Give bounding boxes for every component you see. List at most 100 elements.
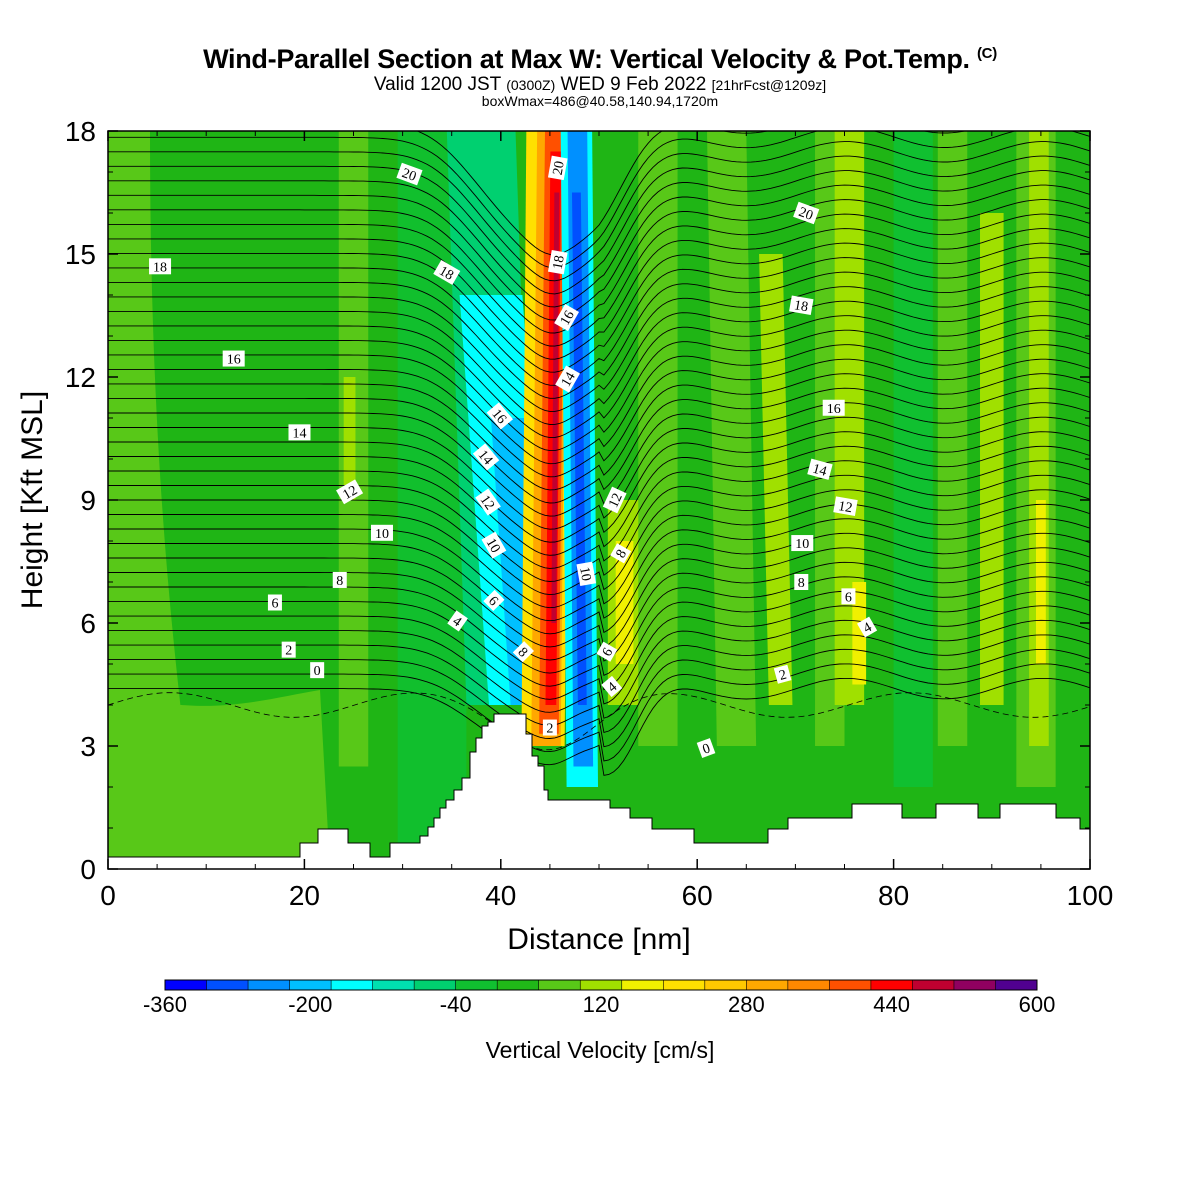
- colorbar-tick-label: 440: [873, 992, 910, 1017]
- colorbar-tick-label: -360: [143, 992, 187, 1017]
- isentrope: [108, 199, 1090, 334]
- isentrope: [108, 329, 1090, 452]
- isentrope: [108, 300, 1090, 425]
- contour-label-box: [601, 675, 623, 698]
- contour-label-box: [222, 350, 245, 367]
- isentrope: [108, 547, 1090, 648]
- contour-label: 2: [281, 641, 296, 659]
- contour-label: 4: [447, 610, 468, 632]
- velocity-band: [397, 131, 467, 869]
- x-tick-label: 60: [682, 880, 713, 911]
- isentrope: [108, 605, 1090, 705]
- x-axis: 0 20 40 60 80 100: [100, 131, 1113, 911]
- colorbar-frame: [164, 979, 1038, 991]
- contour-label-text: 14: [292, 426, 306, 441]
- isentrope: [108, 474, 1090, 582]
- x-tick-label: 80: [878, 880, 909, 911]
- colorbar-swatch: [704, 980, 747, 990]
- contour-label-box: [475, 488, 501, 516]
- contour-label: 8: [794, 574, 809, 591]
- isentrope: [108, 460, 1090, 569]
- terrain: [108, 713, 1090, 869]
- contour-label-text: 18: [153, 260, 167, 275]
- contour-label: 18: [789, 295, 814, 315]
- contour-label-text: 12: [837, 499, 853, 516]
- contour-label: 16: [822, 399, 845, 417]
- y-tick-label: 3: [80, 731, 96, 762]
- isentrope: [108, 131, 1090, 269]
- contour-label-text: 12: [341, 483, 361, 503]
- contour-label: 8: [512, 641, 534, 663]
- valid-time: Valid 1200 JST: [373, 74, 501, 95]
- colorbar: -360 -200 -40 120 280 440 600: [143, 979, 1055, 1017]
- contour-label: 12: [475, 488, 501, 516]
- colorbar-swatch: [787, 980, 830, 990]
- isentrope: [108, 648, 1090, 748]
- contour-label-box: [481, 531, 507, 559]
- contour-label: 14: [288, 424, 311, 441]
- contour-label-text: 16: [827, 402, 841, 417]
- contour-label-box: [370, 524, 393, 541]
- isentrope: [108, 358, 1090, 478]
- contour-label-text: 12: [606, 491, 626, 510]
- isentrope: [108, 416, 1090, 530]
- y-tick-label: 12: [65, 362, 96, 393]
- contour-label-box: [773, 664, 792, 684]
- contour-label: 6: [596, 641, 618, 662]
- contour-label-box: [841, 588, 856, 605]
- contour-label-box: [542, 719, 557, 736]
- contour-label-text: 20: [797, 205, 815, 224]
- velocity-band: [893, 131, 933, 787]
- contour-label-box: [433, 260, 461, 285]
- colorbar-tick-label: -40: [440, 992, 472, 1017]
- contour-label: 12: [602, 486, 627, 514]
- contour-label-box: [833, 496, 858, 516]
- contour-labels: 1816141210862020181614121064822018161412…: [149, 155, 878, 758]
- isentrope: [108, 431, 1090, 543]
- contour-label: 2: [542, 719, 557, 737]
- contour-label: 0: [310, 662, 325, 679]
- contour-label-box: [555, 365, 581, 393]
- contour-label-box: [791, 535, 814, 552]
- contour-label-text: 20: [400, 166, 418, 185]
- contour-label-box: [610, 543, 632, 564]
- isentrope: [108, 503, 1090, 609]
- contour-label-text: 10: [795, 537, 809, 552]
- contour-label-box: [547, 155, 568, 181]
- contour-label: 20: [793, 201, 820, 225]
- contour-label-box: [486, 402, 514, 430]
- valid-utc: (0300Z): [506, 77, 556, 93]
- isentrope: [108, 387, 1090, 504]
- x-axis-label: Distance [nm]: [507, 923, 690, 956]
- colorbar-swatch: [663, 980, 706, 990]
- colorbar-swatch: [497, 980, 540, 990]
- y-axis: 0 3 6 9 12 15 18: [65, 116, 1090, 885]
- colorbar-tick-label: 280: [728, 992, 765, 1017]
- contour-label-text: 6: [271, 597, 278, 612]
- isentrope: [108, 213, 1090, 347]
- contour-label-text: 8: [798, 576, 805, 591]
- isentrope: [108, 242, 1090, 373]
- velocity-band: [707, 131, 757, 746]
- contour-label-box: [447, 610, 468, 632]
- contour-label-text: 2: [546, 722, 553, 737]
- contour-label-box: [602, 486, 627, 514]
- isentrope: [108, 561, 1090, 662]
- isentrope: [108, 518, 1090, 622]
- contour-label-box: [336, 479, 364, 505]
- contour-label: 14: [472, 443, 500, 471]
- colorbar-label: Vertical Velocity [cm/s]: [486, 1037, 715, 1063]
- velocity-band: [1035, 500, 1046, 664]
- colorbar-swatch: [414, 980, 456, 990]
- contour-label: 2: [773, 664, 792, 684]
- colorbar-swatch: [746, 980, 789, 990]
- contour-label-box: [332, 571, 347, 588]
- colorbar-swatch: [372, 980, 415, 990]
- colorbar-swatch: [455, 980, 498, 990]
- contour-label-text: 2: [285, 644, 292, 659]
- velocity-band: [343, 377, 356, 500]
- contour-label: 18: [433, 260, 461, 285]
- contour-label: 14: [555, 365, 581, 393]
- colorbar-swatch: [538, 980, 581, 990]
